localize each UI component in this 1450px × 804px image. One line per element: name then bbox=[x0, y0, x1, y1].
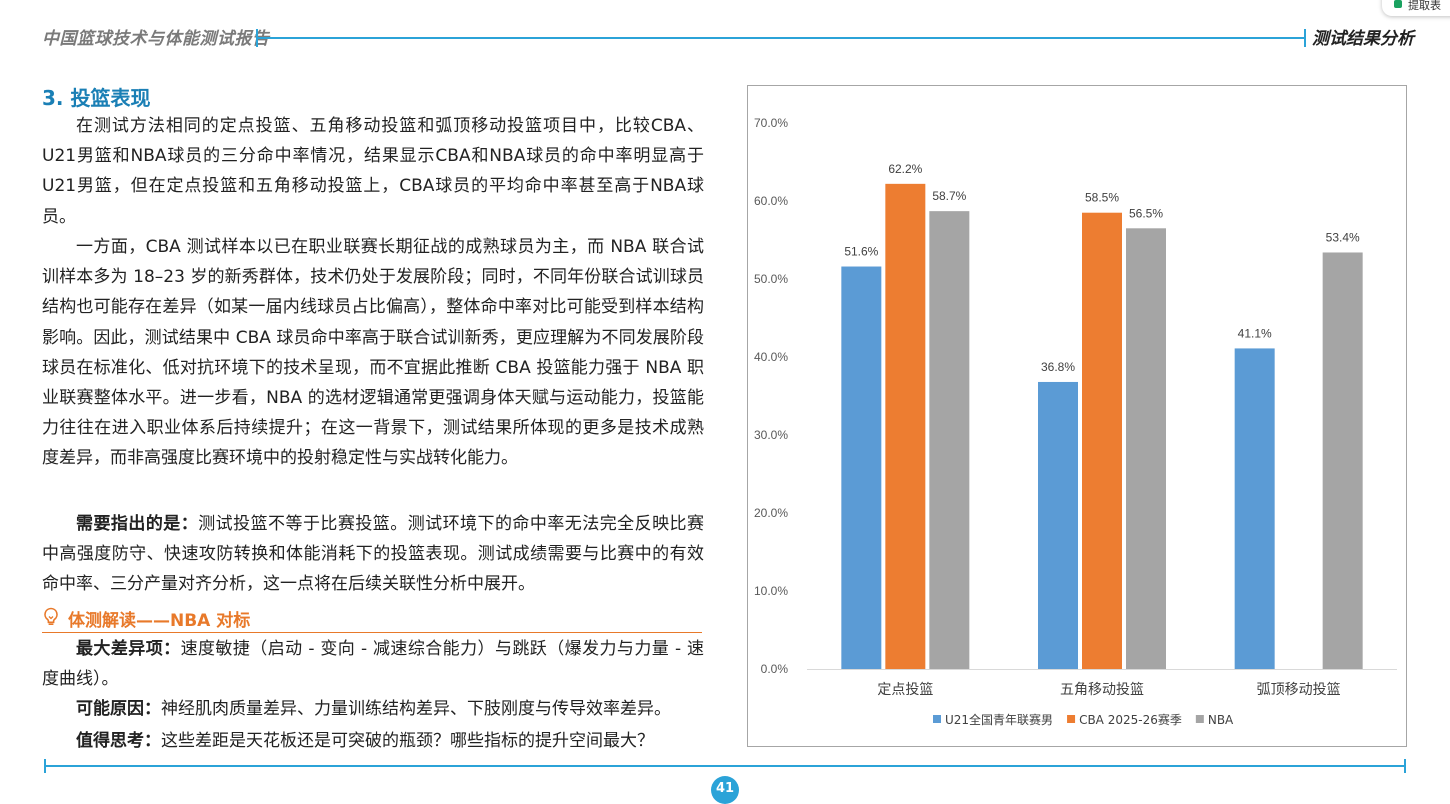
bar-data-label: 62.2% bbox=[888, 162, 922, 176]
y-tick-label: 60.0% bbox=[754, 194, 788, 208]
paragraph-2: 一方面，CBA 测试样本以已在职业联赛长期征战的成熟球员为主，而 NBA 联合试… bbox=[42, 232, 704, 474]
lightbulb-icon bbox=[44, 607, 58, 626]
insight-item-label: 可能原因： bbox=[76, 699, 161, 719]
insight-item: 可能原因：神经肌肉质量差异、力量训练结构差异、下肢刚度与传导效率差异。 bbox=[42, 694, 704, 724]
insight-item-label: 值得思考： bbox=[76, 731, 161, 751]
bar bbox=[885, 183, 926, 669]
section-title: 3. 投篮表现 bbox=[42, 86, 151, 110]
paragraph-1-text: 在测试方法相同的定点投篮、五角移动投篮和弧顶移动投篮项目中，比较CBA、U21男… bbox=[42, 116, 704, 227]
header-divider-right bbox=[1304, 29, 1306, 47]
y-tick-label: 70.0% bbox=[754, 116, 788, 130]
paragraph-3-label: 需要指出的是： bbox=[76, 514, 199, 534]
x-tick-label: 弧顶移动投篮 bbox=[1257, 682, 1341, 698]
paragraph-1: 在测试方法相同的定点投篮、五角移动投篮和弧顶移动投篮项目中，比较CBA、U21男… bbox=[42, 111, 704, 232]
bar bbox=[1082, 212, 1122, 669]
table-icon bbox=[1394, 0, 1402, 8]
insight-heading: 体测解读——NBA 对标 bbox=[42, 604, 702, 633]
y-tick-label: 20.0% bbox=[754, 506, 788, 520]
insight-item: 值得思考：这些差距是天花板还是可突破的瓶颈？哪些指标的提升空间最大？ bbox=[42, 726, 704, 756]
paragraph-3: 需要指出的是：测试投篮不等于比赛投篮。测试环境下的命中率无法完全反映比赛中高强度… bbox=[42, 509, 704, 600]
insight-title: 体测解读——NBA 对标 bbox=[68, 611, 251, 631]
insight-item-text: 速度敏捷（启动 - 变向 - 减速综合能力）与跳跃（爆发力与力量 - 速度曲线）… bbox=[42, 639, 705, 689]
insight-item: 最大差异项：速度敏捷（启动 - 变向 - 减速综合能力）与跳跃（爆发力与力量 -… bbox=[42, 634, 704, 694]
bar bbox=[1234, 348, 1275, 669]
y-tick-label: 0.0% bbox=[761, 662, 789, 676]
legend-swatch bbox=[1195, 715, 1204, 723]
page-number: 41 bbox=[711, 776, 739, 804]
bar bbox=[1126, 228, 1166, 670]
bar-data-label: 56.5% bbox=[1129, 206, 1163, 220]
extract-table-label: 提取表 bbox=[1408, 0, 1441, 12]
extract-table-button[interactable]: 提取表 bbox=[1382, 0, 1450, 16]
paragraph-3-body: 需要指出的是：测试投篮不等于比赛投篮。测试环境下的命中率无法完全反映比赛中高强度… bbox=[42, 509, 704, 600]
y-tick-label: 50.0% bbox=[754, 272, 788, 286]
legend-swatch bbox=[1067, 715, 1076, 723]
insight-item-text: 这些差距是天花板还是可突破的瓶颈？哪些指标的提升空间最大？ bbox=[161, 731, 654, 751]
shooting-bar-chart: 0.0% 10.0% 20.0% 30.0% 40.0% 50.0% 60.0% 70.0% 5… bbox=[754, 116, 1397, 727]
bar-data-label: 36.8% bbox=[1041, 360, 1075, 374]
bar-data-label: 41.1% bbox=[1238, 326, 1272, 340]
y-tick-label: 40.0% bbox=[754, 350, 788, 364]
bar bbox=[1322, 252, 1363, 670]
bar bbox=[1038, 381, 1078, 669]
legend-label: U21全国青年联赛男 bbox=[945, 712, 1053, 727]
report-title: 中国篮球技术与体能测试报告 bbox=[42, 29, 270, 49]
bar-data-label: 58.5% bbox=[1085, 191, 1119, 205]
insight-item-label: 最大差异项： bbox=[76, 639, 181, 659]
legend-label: NBA bbox=[1208, 713, 1234, 727]
footer-rule bbox=[44, 765, 1406, 767]
header-rule bbox=[256, 37, 1304, 39]
paragraph-2-text: 一方面，CBA 测试样本以已在职业联赛长期征战的成熟球员为主，而 NBA 联合试… bbox=[42, 237, 704, 469]
footer-divider-right bbox=[1404, 759, 1406, 773]
y-tick-label: 10.0% bbox=[754, 584, 788, 598]
insight-item-text: 神经肌肉质量差异、力量训练结构差异、下肢刚度与传导效率差异。 bbox=[161, 699, 671, 719]
x-tick-label: 定点投篮 bbox=[877, 682, 933, 698]
bar bbox=[841, 266, 882, 669]
paragraph-3-text: 测试投篮不等于比赛投篮。测试环境下的命中率无法完全反映比赛中高强度防守、快速攻防… bbox=[42, 514, 705, 595]
bar-data-label: 51.6% bbox=[844, 245, 878, 259]
y-tick-label: 30.0% bbox=[754, 428, 788, 442]
bar-data-label: 58.7% bbox=[932, 189, 966, 203]
x-tick-label: 五角移动投篮 bbox=[1060, 682, 1144, 698]
legend-label: CBA 2025-26赛季 bbox=[1079, 712, 1182, 727]
bar bbox=[929, 211, 970, 669]
bar-data-label: 53.4% bbox=[1326, 230, 1360, 244]
section-name: 测试结果分析 bbox=[1312, 29, 1414, 49]
legend-swatch bbox=[933, 715, 941, 723]
